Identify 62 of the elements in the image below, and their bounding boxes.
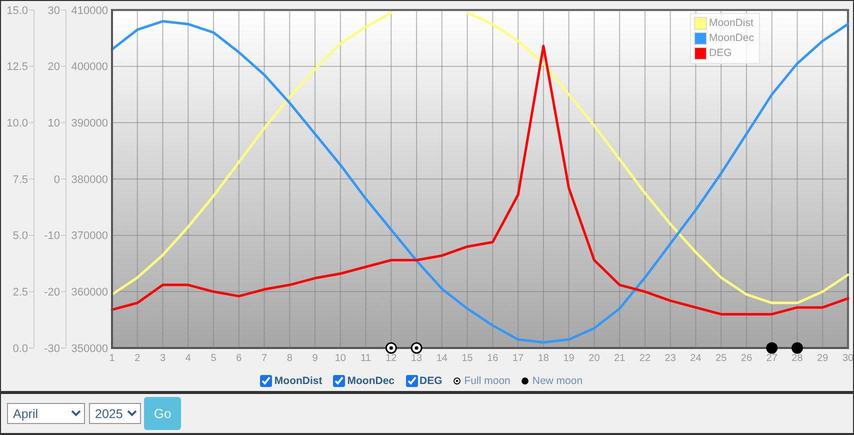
text: DEG <box>420 375 442 387</box>
x-tick-label: 29 <box>817 353 829 364</box>
x-tick-label: 4 <box>185 353 192 364</box>
text: MoonDist <box>274 375 322 387</box>
x-tick-label: 20 <box>588 353 600 364</box>
x-tick-label: 17 <box>512 353 524 364</box>
x-tick-label: 23 <box>664 353 676 364</box>
x-tick-label: 30 <box>842 353 854 364</box>
y-tick-label: 380000 <box>71 174 108 186</box>
legend-label: DEG <box>709 46 732 61</box>
y3-tick-label: 10.0 <box>6 118 28 130</box>
text: MoonDec <box>347 375 394 387</box>
x-tick-label: 6 <box>236 353 242 364</box>
y-tick-label: 360000 <box>71 286 108 299</box>
y3-tick-label: 0.0 <box>12 342 28 355</box>
y-tick-label: 350000 <box>71 342 108 355</box>
x-tick-label: 21 <box>614 353 626 364</box>
x-tick-label: 3 <box>160 353 166 364</box>
x-tick-label: 22 <box>639 353 651 364</box>
y3-tick-label: 15.0 <box>6 4 28 17</box>
dropdown: 2025 <box>89 403 141 424</box>
dropdown: April <box>7 403 85 424</box>
legend-label: MoonDist <box>709 16 754 31</box>
x-tick-label: 24 <box>690 353 702 364</box>
y2-tick-label: -30 <box>44 342 60 355</box>
legend-label: MoonDec <box>709 31 754 46</box>
y2-tick-label: 0 <box>54 174 60 186</box>
x-tick-label: 13 <box>410 353 423 364</box>
y2-tick-label: -20 <box>44 286 60 299</box>
x-tick-label: 25 <box>716 353 728 364</box>
y3-tick-label: 5.0 <box>12 230 28 242</box>
x-tick-label: 8 <box>286 353 293 364</box>
x-tick-label: 28 <box>792 353 804 364</box>
x-tick-label: 9 <box>312 353 318 364</box>
x-tick-label: 12 <box>386 353 398 364</box>
y-tick-label: 410000 <box>71 4 108 17</box>
y3-tick-label: 7.5 <box>12 174 28 186</box>
x-tick-label: 26 <box>740 353 752 364</box>
y3-tick-label: 2.5 <box>12 286 28 299</box>
x-tick-label: 11 <box>360 353 372 364</box>
x-tick-label: 16 <box>487 353 499 364</box>
x-tick-label: 14 <box>436 353 448 364</box>
x-tick-label: 19 <box>563 353 575 364</box>
legend-label: New moon <box>532 375 583 387</box>
x-tick-label: 2 <box>134 353 141 364</box>
legend-label: Full moon <box>464 375 510 387</box>
x-tick-label: 27 <box>766 353 778 364</box>
x-tick-label: 5 <box>210 353 217 364</box>
y2-tick-label: 10 <box>48 118 60 130</box>
x-tick-label: 7 <box>261 353 268 364</box>
y2-tick-label: -10 <box>44 230 60 242</box>
y3-tick-label: 12.5 <box>6 61 28 74</box>
y2-tick-label: 20 <box>48 61 60 74</box>
button: Go <box>144 397 181 430</box>
x-tick-label: 15 <box>462 353 474 364</box>
y-tick-label: 390000 <box>71 118 108 130</box>
x-tick-label: 1 <box>109 353 116 364</box>
y2-tick-label: 30 <box>48 4 60 17</box>
x-tick-label: 18 <box>538 353 550 364</box>
x-tick-label: 10 <box>334 353 346 364</box>
y-tick-label: 370000 <box>71 230 108 242</box>
y-tick-label: 400000 <box>71 61 108 74</box>
